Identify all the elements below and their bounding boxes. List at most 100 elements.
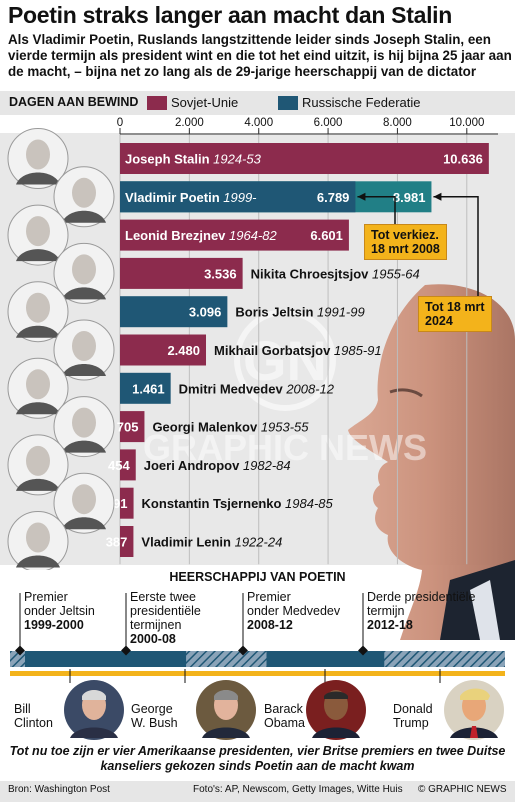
trump-photo <box>444 680 504 740</box>
president-name-line: Barack <box>264 702 303 716</box>
callout-election-2008-line1: Tot verkiez. <box>371 228 439 242</box>
leader-name: Leonid Brezjnev <box>125 228 229 243</box>
leader-name: Vladimir Lenin <box>141 535 234 550</box>
bar-leader-label: Leonid Brezjnev 1964-82 <box>125 228 278 243</box>
leader-portrait-body <box>16 402 60 415</box>
footer-note: Tot nu toe zijn er vier Amerikaanse pres… <box>9 744 506 773</box>
leader-years: 1982-84 <box>243 458 291 473</box>
period-line: Premier <box>24 590 68 604</box>
chart-heading-text: Dagen aan Bewind <box>9 95 139 109</box>
timeline-label-first-terms: Eerste twee presidentiële termijnen 2000… <box>130 590 201 646</box>
credit-bar <box>0 781 515 802</box>
x-tick-label: 6.000 <box>314 117 343 129</box>
bar-value-label: 3.536 <box>204 266 237 281</box>
president-name-obama: Barack Obama <box>264 702 305 730</box>
reign-bar-chart: 0 2.000 4.000 6.000 8.000 10.000 10.636 Joseph… <box>7 117 498 570</box>
credit-copyright: © GRAPHIC NEWS <box>418 784 507 795</box>
president-name-bush: George W. Bush <box>131 702 178 730</box>
obama-photo <box>306 680 366 740</box>
x-tick-label: 2.000 <box>175 117 204 129</box>
leader-portrait-body <box>62 287 106 300</box>
timeline-bars <box>10 593 505 683</box>
chart-bars: 10.636 Joseph Stalin 1924-53 8.981 6.789 Vla… <box>106 143 489 557</box>
callout-term-2024-line2: 2024 <box>425 314 453 328</box>
leader-years: 1922-24 <box>235 535 283 550</box>
legend-bar <box>0 91 515 115</box>
leader-years: 1991-99 <box>317 305 365 320</box>
period-years: 1999-2000 <box>24 618 84 632</box>
legend-label-russia: Russische Federatie <box>302 95 421 110</box>
timeline-period <box>10 651 26 667</box>
timeline-period-future <box>384 651 505 667</box>
leader-portrait-face <box>72 254 96 285</box>
credit-source: Bron: Washington Post <box>8 784 110 795</box>
leader-portrait-face <box>72 407 96 438</box>
leader-portrait-face <box>26 445 50 476</box>
leader-years: 1964-82 <box>229 228 277 243</box>
x-tick-label: 8.000 <box>383 117 412 129</box>
bar-leader-label: Mikhail Gorbatsjov 1985-91 <box>214 343 382 358</box>
legend-swatch-soviet <box>147 96 167 110</box>
bar-value-label: 705 <box>117 420 139 435</box>
bar-extension-label: 8.981 <box>393 190 426 205</box>
period-line: termijnen <box>130 618 182 632</box>
credit-photos: Foto's: AP, Newscom, Getty Images, Witte… <box>193 784 403 795</box>
bar <box>120 181 356 213</box>
leader-years: 1984-85 <box>285 496 333 511</box>
president-name-line: Clinton <box>14 716 53 730</box>
president-name-line: Trump <box>393 716 429 730</box>
clinton-photo <box>64 680 124 740</box>
leader-name: Georgi Malenkov <box>152 420 260 435</box>
timeline-title: Heerschappij van Poetin <box>0 570 515 584</box>
bar <box>120 526 134 557</box>
us-president-portraits <box>64 680 504 740</box>
timeline-marker-dot <box>358 645 368 656</box>
timeline-title-text: Heerschappij van Poetin <box>169 570 346 584</box>
bar <box>120 257 243 289</box>
leader-years: 1999- <box>223 190 257 205</box>
leader-portrait-face <box>72 331 96 361</box>
leader-portrait-body <box>62 517 106 530</box>
page-subtitle: Als Vladimir Poetin, Ruslands langstzitt… <box>8 32 512 79</box>
period-line: Eerste twee <box>130 590 197 604</box>
x-tick-label: 0 <box>117 117 123 129</box>
leader-portrait-body <box>62 364 106 376</box>
timeline-label-premier-medvedev: Premier onder Medvedev 2008-12 <box>247 590 340 632</box>
callout-election-2008: Tot verkiez. 18 mrt 2008 <box>364 224 447 260</box>
leader-portrait-face <box>26 522 50 553</box>
leader-portraits <box>7 128 115 570</box>
bar <box>120 372 171 404</box>
president-name-line: Obama <box>264 716 305 730</box>
timeline-marker-dot <box>15 645 25 656</box>
bar-leader-label: Joeri Andropov 1982-84 <box>144 458 291 473</box>
legend-swatch-russia <box>278 96 298 110</box>
bar-leader-label: Vladimir Lenin 1922-24 <box>141 535 282 550</box>
x-tick-label: 4.000 <box>244 117 273 129</box>
period-line: Premier <box>247 590 291 604</box>
bar <box>120 411 145 443</box>
period-line: presidentiële <box>130 604 201 618</box>
leader-years: 2008-12 <box>285 381 334 396</box>
leader-name: Boris Jeltsin <box>235 305 317 320</box>
bar-leader-label: Dmitri Medvedev 2008-12 <box>179 381 335 396</box>
leader-portrait-body <box>62 210 106 223</box>
leader-name: Joseph Stalin <box>125 152 213 167</box>
bar <box>120 296 228 328</box>
leader-portrait-body <box>16 325 60 338</box>
bar-value-label: 6.789 <box>317 190 350 205</box>
president-name-clinton: Bill Clinton <box>14 702 53 730</box>
bar-leader-label: Konstantin Tsjernenko 1984-85 <box>142 496 334 511</box>
leader-portrait-face <box>26 292 50 323</box>
bar-leader-label: Boris Jeltsin 1991-99 <box>235 305 364 320</box>
chart-heading: Dagen aan Bewind <box>9 95 138 109</box>
leader-name: Dmitri Medvedev <box>179 381 287 396</box>
leader-portrait-body <box>16 249 60 262</box>
timeline-period <box>186 651 267 667</box>
bush-photo <box>196 680 256 740</box>
leader-portrait-body <box>16 478 60 491</box>
leader-portrait-body <box>16 172 60 185</box>
leader-years: 1985-91 <box>334 343 382 358</box>
bar-value-label: 1.461 <box>132 381 165 396</box>
leader-portrait-body <box>16 555 60 568</box>
bar-value-label: 10.636 <box>443 152 483 167</box>
